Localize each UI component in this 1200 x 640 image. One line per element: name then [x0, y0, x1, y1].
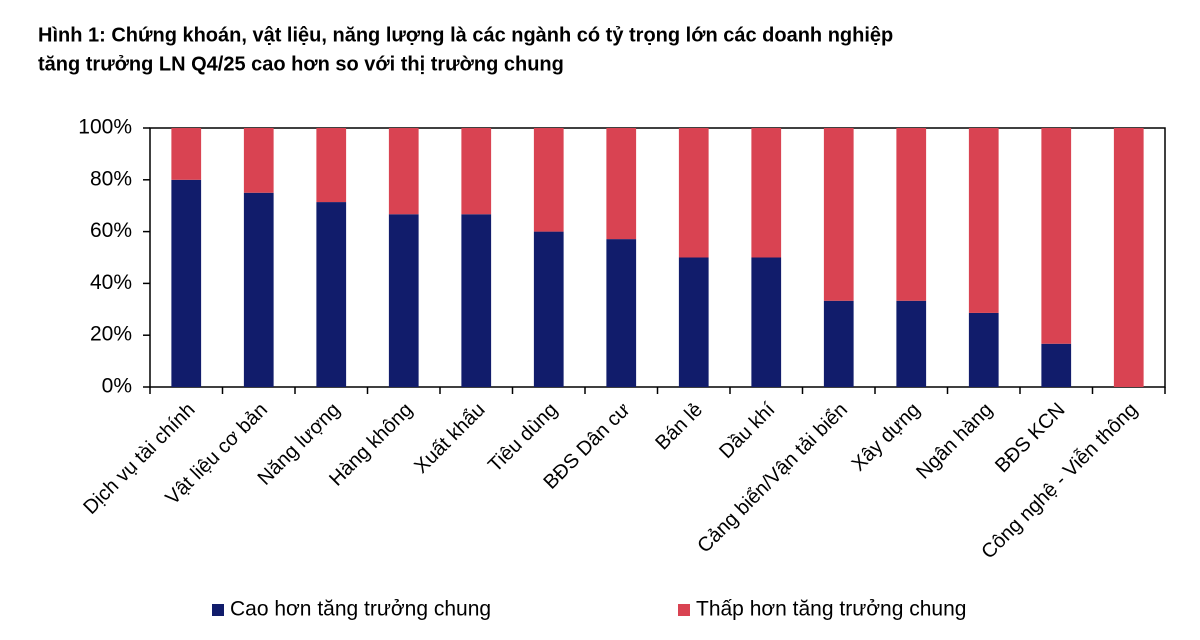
x-tick-label: Ngân hàng [912, 399, 997, 484]
bar-segment [461, 214, 492, 387]
bar-segment [678, 257, 709, 387]
chart-title: tăng trưởng LN Q4/25 cao hơn so với thị … [38, 53, 564, 75]
bar-segment [461, 128, 492, 215]
chart-title: Hình 1: Chứng khoán, vật liệu, năng lượn… [38, 24, 893, 46]
y-tick-label: 80% [90, 167, 132, 190]
legend-label: Thấp hơn tăng trưởng chung [696, 598, 966, 621]
legend-swatch [212, 604, 224, 616]
bar-segment [896, 300, 927, 387]
bar-segment [316, 202, 347, 387]
bar-segment [896, 128, 927, 301]
bar-segment [533, 231, 564, 387]
x-tick-label: Cảng biển/Vận tải biển [693, 399, 852, 558]
x-tick-label: BĐS KCN [991, 399, 1069, 477]
bar-segment [171, 179, 202, 387]
legend-label: Cao hơn tăng trưởng chung [230, 598, 491, 621]
bar-segment [968, 312, 999, 387]
y-tick-label: 0% [102, 375, 132, 398]
bar-segment [388, 214, 419, 387]
x-tick-label: Xuất khẩu [410, 399, 489, 478]
bar-segment [1041, 128, 1072, 344]
bar-segment [1113, 128, 1144, 387]
bar-segment [388, 128, 419, 215]
bar-segment [243, 128, 274, 193]
y-tick-label: 20% [90, 323, 132, 346]
bar-segment [606, 128, 637, 240]
x-tick-label: Xây dựng [848, 399, 925, 476]
bar-segment [171, 128, 202, 180]
y-tick-label: 60% [90, 219, 132, 242]
x-tick-label: Bán lẻ [651, 399, 707, 455]
y-tick-label: 40% [90, 271, 132, 294]
x-tick-label: Tiêu dùng [484, 399, 562, 477]
bar-segment [823, 128, 854, 301]
bar-segment [823, 300, 854, 387]
bar-segment [751, 257, 782, 387]
bar-segment [316, 128, 347, 203]
bar-segment [243, 192, 274, 387]
bar-segment [968, 128, 999, 313]
bar-segment [751, 128, 782, 258]
y-tick-label: 100% [78, 116, 132, 139]
bar-segment [1041, 343, 1072, 387]
x-tick-label: Dầu khí [715, 398, 780, 463]
bar-segment [533, 128, 564, 232]
bar-segment [678, 128, 709, 258]
plot-frame [149, 127, 1166, 388]
legend-swatch [678, 604, 690, 616]
bar-segment [606, 239, 637, 387]
